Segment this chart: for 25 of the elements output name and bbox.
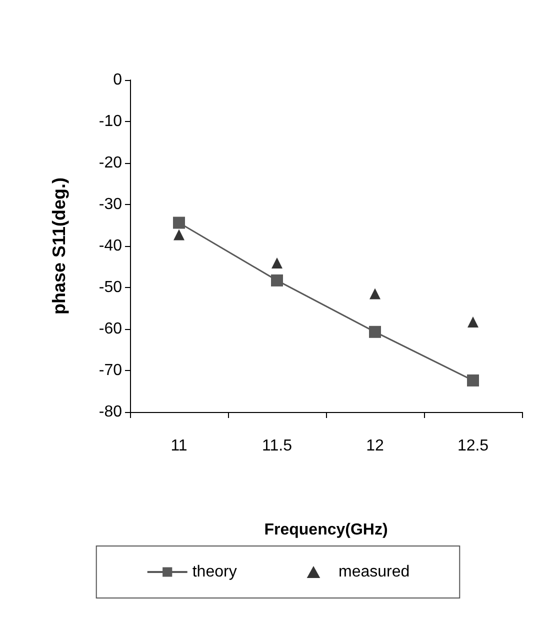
x-axis-title: Frequency(GHz) xyxy=(264,522,388,538)
x-tick-label: 11 xyxy=(170,438,188,454)
x-tick-label: 11.5 xyxy=(262,438,292,454)
x-tick-label: 12 xyxy=(366,438,384,454)
y-tick-label: -50 xyxy=(98,279,122,296)
y-tick-label: -70 xyxy=(98,362,122,379)
y-tick-label: -10 xyxy=(98,113,122,130)
x-tick-label: 12.5 xyxy=(457,438,489,454)
point xyxy=(271,274,283,286)
y-tick-label: -40 xyxy=(98,238,122,254)
point xyxy=(370,288,380,300)
legend-label: measured xyxy=(338,564,410,580)
y-tick-label: -20 xyxy=(98,154,122,172)
point xyxy=(467,374,479,386)
point xyxy=(272,258,282,269)
point xyxy=(369,326,381,338)
y-tick-label: 0 xyxy=(113,72,122,88)
y-tick-label: -30 xyxy=(98,196,122,213)
legend-label: theory xyxy=(192,564,237,580)
y-tick-label: -80 xyxy=(98,404,122,420)
y-tick-label: -60 xyxy=(98,320,122,338)
point xyxy=(174,229,184,240)
point xyxy=(173,216,185,229)
point xyxy=(468,316,478,328)
y-axis-title: phase S11(deg.) xyxy=(49,177,69,315)
